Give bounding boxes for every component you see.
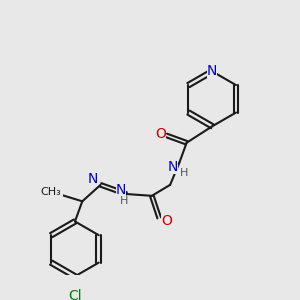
Text: Cl: Cl	[68, 290, 82, 300]
Text: CH₃: CH₃	[41, 187, 62, 197]
Text: O: O	[161, 214, 172, 228]
Text: N: N	[88, 172, 98, 186]
Text: N: N	[116, 183, 126, 197]
Text: N: N	[168, 160, 178, 175]
Text: H: H	[120, 196, 129, 206]
Text: O: O	[155, 127, 167, 141]
Text: H: H	[180, 168, 188, 178]
Text: N: N	[207, 64, 217, 78]
